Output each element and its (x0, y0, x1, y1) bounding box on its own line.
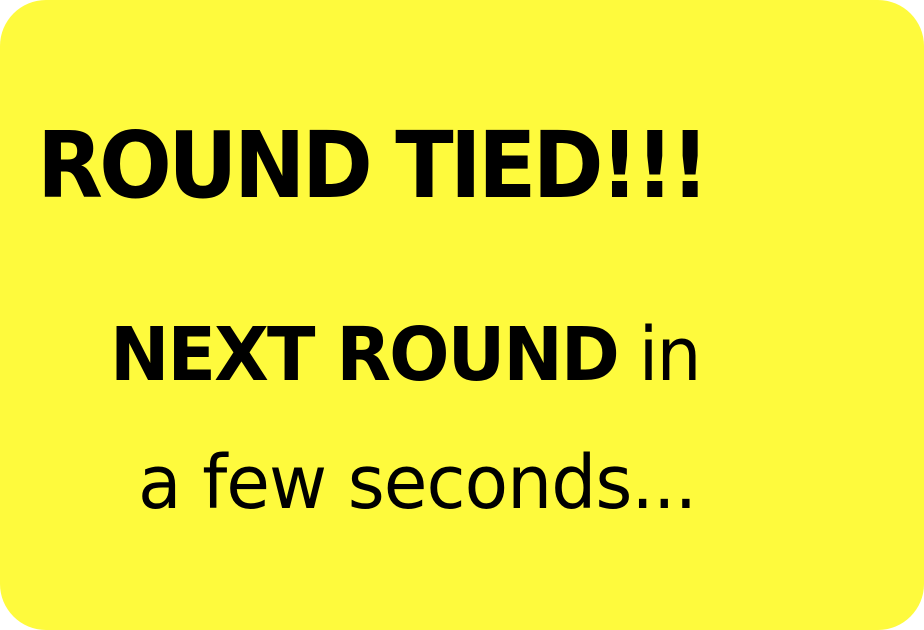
next-round-line: NEXT ROUND in (110, 318, 701, 392)
countdown-text: a few seconds... (138, 440, 697, 526)
next-round-label: NEXT ROUND (110, 312, 620, 398)
round-tied-headline: ROUND TIED!!! (37, 112, 710, 219)
next-round-suffix: in (638, 312, 702, 398)
